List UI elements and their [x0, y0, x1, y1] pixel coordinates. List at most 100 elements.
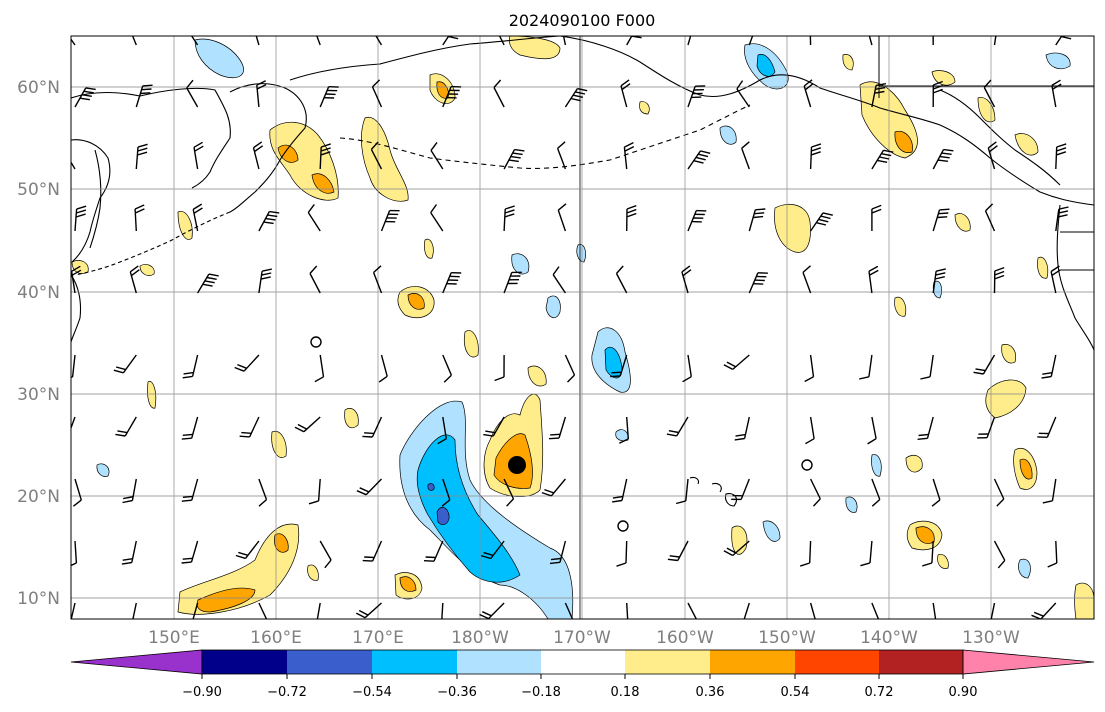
positive-anomaly-region: [307, 564, 319, 581]
wind-barb-staff: [929, 354, 934, 377]
wind-barb-flag: [370, 18, 376, 26]
wind-barb-staff: [931, 540, 934, 564]
wind-barb-flag: [860, 562, 871, 567]
wind-barb-flag: [700, 150, 711, 154]
wind-barb-flag: [624, 141, 634, 148]
wind-barb-staff: [442, 36, 450, 46]
wind-barb-staff: [564, 602, 574, 619]
wind-barb-flag: [997, 25, 1007, 27]
wind-barb-flag: [675, 500, 686, 505]
positive-anomaly-region: [842, 54, 854, 71]
colorbar-segment: [710, 650, 795, 674]
wind-barb-staff: [1055, 540, 1058, 564]
wind-barb-flag: [453, 30, 463, 32]
wind-barb-flag: [981, 621, 991, 623]
wind-barb-flag: [577, 87, 588, 92]
wind-barb-flag: [181, 499, 192, 502]
wind-barb-staff: [319, 540, 332, 561]
aleutian-chain: [339, 104, 751, 169]
wind-barb-flag: [76, 209, 87, 214]
wind-barb-flag: [370, 141, 379, 150]
wind-barb-flag: [267, 214, 278, 218]
wind-barb-flag: [816, 222, 827, 226]
positive-anomaly-core: [311, 173, 335, 194]
wind-barb-flag: [113, 369, 124, 374]
wind-barb-staff: [993, 36, 997, 46]
wind-barb-staff: [430, 150, 444, 170]
wind-barb-flag: [123, 496, 134, 500]
wind-barb-flag: [430, 204, 438, 214]
colorbar-extend-low: [70, 649, 203, 675]
wind-barb-flag: [612, 499, 623, 503]
wind-barb-flag: [922, 562, 933, 567]
wind-barb-flag: [356, 490, 367, 496]
wind-barb-flag: [485, 430, 496, 434]
colorbar-label: 0.72: [865, 685, 894, 700]
wind-barb-staff: [192, 602, 199, 619]
wind-barb-flag: [76, 205, 87, 210]
wind-barb-flag: [508, 159, 519, 163]
wind-barb-flag: [611, 371, 622, 374]
wind-barb-flag: [324, 559, 332, 569]
wind-barb-flag: [256, 83, 267, 90]
wind-barb-flag: [1042, 500, 1053, 504]
wind-barb-staff: [74, 478, 82, 501]
wind-barb-staff: [71, 354, 76, 377]
wind-barb-flag: [692, 31, 702, 32]
wind-barb-flag: [448, 36, 459, 40]
wind-barb-flag: [918, 433, 929, 437]
wind-barb-staff: [871, 478, 881, 500]
wind-barb-staff: [748, 36, 754, 46]
wind-barb-flag: [72, 499, 82, 507]
wind-barb-staff: [556, 148, 567, 170]
wind-barb-staff: [809, 354, 815, 377]
longitude-labels: 150°E 160°E 170°E 180°W 170°W 160°W 150°…: [148, 628, 1020, 648]
wind-barb-flag: [810, 19, 819, 23]
colorbar-extend-high: [962, 649, 1095, 675]
wind-barb-flag: [479, 613, 489, 619]
lat-label: 30°N: [17, 385, 60, 405]
positive-anomaly-region: [639, 101, 650, 115]
colorbar-label: 0.36: [696, 685, 725, 700]
wind-barb-flag: [142, 84, 153, 87]
wind-barb-flag: [432, 625, 442, 628]
map-frame: [70, 35, 1095, 620]
wind-barb-flag: [937, 159, 948, 162]
wind-barb-staff: [871, 416, 877, 439]
wind-barb-flag: [135, 208, 145, 214]
wind-barb-flag: [117, 430, 128, 434]
wind-barb-staff: [430, 212, 444, 232]
wind-barb-flag: [917, 437, 928, 440]
wind-barb-flag: [494, 18, 501, 25]
wind-barb-flag: [362, 435, 373, 438]
positive-anomaly-region: [527, 365, 547, 387]
negative-anomaly-region: [719, 125, 737, 145]
wind-barb-staff: [557, 209, 567, 232]
wind-barb-flag: [755, 208, 766, 211]
wind-barb-staff: [316, 36, 321, 46]
wind-barb-flag: [261, 272, 272, 276]
wind-barb-flag: [818, 218, 829, 223]
colorbar-ticks: [201, 674, 964, 679]
wind-barb-flag: [612, 495, 623, 499]
wind-barb-flag: [1072, 36, 1074, 37]
wind-barb-staff: [869, 540, 873, 563]
wind-barb-flag: [994, 266, 1005, 272]
wind-barb-flag: [483, 433, 494, 437]
wind-barb-staff: [258, 478, 268, 500]
wind-barb-staff: [255, 36, 260, 46]
kamchatka-coastline: [229, 83, 307, 213]
wind-barb-flag: [669, 555, 680, 558]
wind-barb-flag: [122, 625, 132, 627]
positive-anomaly-region: [774, 204, 811, 253]
wind-barb-flag: [254, 145, 264, 153]
wind-barb-flag: [1068, 27, 1078, 29]
wind-barb-flag: [549, 561, 561, 565]
wind-barb-flag: [129, 265, 139, 273]
wind-barb-flag: [1042, 372, 1053, 375]
wind-barb-flag: [307, 203, 315, 213]
wind-barb-staff: [809, 416, 815, 439]
wind-barb-flag: [634, 33, 644, 35]
wind-barb-staff: [71, 602, 76, 619]
